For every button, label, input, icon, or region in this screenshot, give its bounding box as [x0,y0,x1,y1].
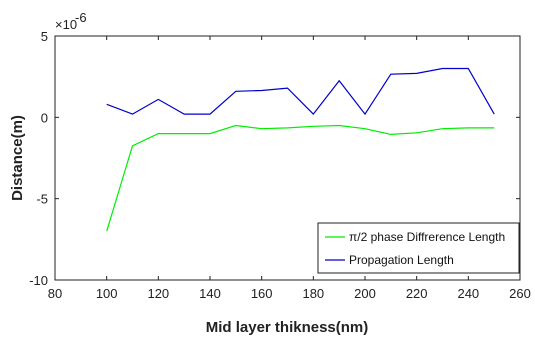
y-tick-label: 0 [41,110,48,125]
legend-label-propagation: Propagation Length [349,253,454,267]
x-tick-label: 100 [96,286,118,301]
y-tick-label: 5 [41,29,48,44]
y-scale-base: ×10 [55,17,77,32]
y-tick-label: -5 [36,192,48,207]
x-axis-label: Mid layer thikness(nm) [206,319,369,336]
y-tick-label: -10 [29,273,48,288]
x-tick-label: 200 [354,286,376,301]
x-tick-label: 260 [509,286,531,301]
legend-label-phase: π/2 phase Diffrerence Length [349,230,505,244]
series-line-propagation [106,67,495,116]
y-axis-label: Distance(m) [9,115,26,201]
x-tick-label: 120 [147,286,169,301]
legend: π/2 phase Diffrerence Length Propagation… [317,222,520,274]
x-tick-label: 180 [302,286,324,301]
series-line-phase-difference [106,124,495,232]
x-tick-label: 160 [251,286,273,301]
x-tick-label: 220 [406,286,428,301]
x-tick-label: 140 [199,286,221,301]
y-scale-exponent: -6 [75,10,87,25]
legend-box [317,222,520,274]
x-tick-label: 80 [48,286,62,301]
x-tick-label: 240 [457,286,479,301]
